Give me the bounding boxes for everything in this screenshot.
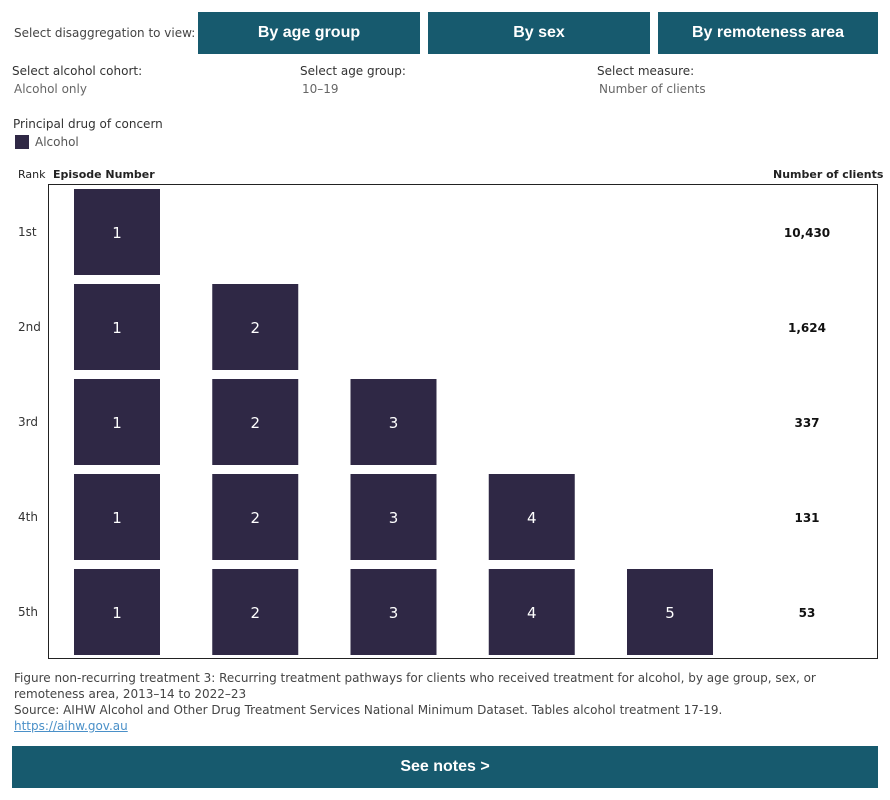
episode-box [212,569,299,655]
episode-number-label: 1 [112,224,122,242]
episode-box [74,379,160,465]
episode-box [74,284,160,370]
episode-number-label: 5 [665,604,675,622]
rank-label: 4th [18,510,38,524]
episode-box [74,474,160,560]
episode-number-label: 1 [112,604,122,622]
tab-by-remoteness-area[interactable]: By remoteness area [658,12,878,54]
episode-number-label: 3 [389,509,399,527]
clients-column-header: Number of clients [773,168,884,181]
clients-value-label: 337 [794,416,819,430]
episode-box [212,284,299,370]
rank-label: 2nd [18,320,41,334]
clients-value-label: 53 [799,606,816,620]
rank-column-header: Rank [18,168,46,181]
tab-by-sex[interactable]: By sex [428,12,650,54]
age-group-filter-value[interactable]: 10–19 [302,82,339,96]
age-group-filter-label: Select age group: [300,64,406,78]
figure-source: Source: AIHW Alcohol and Other Drug Trea… [14,703,723,717]
clients-value-label: 10,430 [784,226,830,240]
figure-caption: Figure non-recurring treatment 3: Recurr… [14,670,880,734]
rank-label: 1st [18,225,37,239]
chart-frame [48,184,878,659]
disaggregation-bar: Select disaggregation to view: By age gr… [0,12,890,54]
episode-box [74,569,160,655]
see-notes-button[interactable]: See notes > [12,746,878,788]
legend-title: Principal drug of concern [13,117,163,131]
episode-number-label: 2 [250,319,260,337]
episode-box [74,189,160,275]
episode-box [212,474,299,560]
episode-number-label: 1 [112,509,122,527]
cohort-filter-value[interactable]: Alcohol only [14,82,87,96]
episode-number-label: 1 [112,319,122,337]
measure-filter-label: Select measure: [597,64,695,78]
measure-filter: Select measure: Number of clients [597,64,706,96]
legend-item-alcohol[interactable]: Alcohol [15,135,163,149]
episode-number-label: 2 [250,604,260,622]
rank-label: 5th [18,605,38,619]
figure-title: Figure non-recurring treatment 3: Recurr… [14,671,816,701]
episode-box [212,379,299,465]
legend-item-label: Alcohol [35,135,79,149]
episode-number-label: 3 [389,604,399,622]
disaggregation-label: Select disaggregation to view: [14,26,196,40]
clients-value-label: 1,624 [788,321,826,335]
measure-filter-value[interactable]: Number of clients [599,82,706,96]
episode-column-header: Episode Number [53,168,155,181]
cohort-filter: Select alcohol cohort: Alcohol only [12,64,142,96]
age-group-filter: Select age group: 10–19 [300,64,406,96]
legend-swatch [15,135,29,149]
episode-box [488,569,575,655]
cohort-filter-label: Select alcohol cohort: [12,64,143,78]
tab-by-age-group[interactable]: By age group [198,12,420,54]
legend: Principal drug of concern Alcohol [13,117,163,149]
episode-number-label: 4 [527,604,537,622]
episode-box [627,569,713,655]
episode-box [350,569,437,655]
episode-number-label: 2 [250,414,260,432]
clients-value-label: 131 [794,511,819,525]
episode-box [350,474,437,560]
episode-number-label: 2 [250,509,260,527]
episode-number-label: 3 [389,414,399,432]
rank-label: 3rd [18,415,38,429]
pathway-chart: 1st 1 10,430 2nd 1 2 1,624 3rd 1 2 3 337 4th 1 2 3 4 131 5… [18,184,878,659]
episode-number-label: 4 [527,509,537,527]
episode-box [488,474,575,560]
episode-number-label: 1 [112,414,122,432]
source-link[interactable]: https://aihw.gov.au [14,719,128,733]
episode-box [350,379,437,465]
